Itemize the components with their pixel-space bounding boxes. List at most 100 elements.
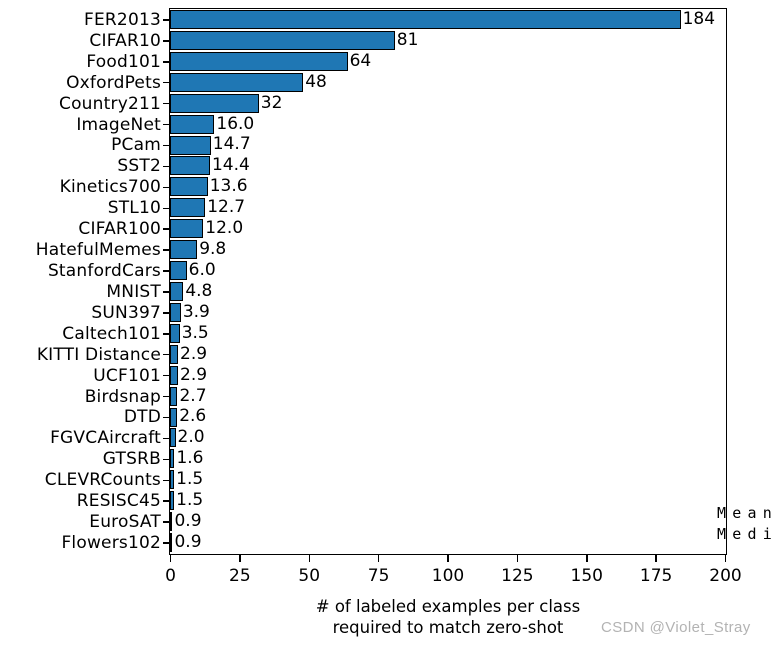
bar-value-label: 2.9 [180, 343, 208, 364]
x-axis-tick [724, 555, 727, 562]
bar [170, 240, 198, 260]
bar-value-label: 0.9 [174, 532, 202, 553]
bar [170, 449, 175, 469]
y-axis-tick-label: DTD [123, 407, 161, 428]
y-axis-tick [162, 395, 170, 398]
y-axis-tick-label: PCam [111, 135, 161, 156]
x-axis-tick-label: 150 [570, 566, 603, 586]
y-axis-tick [162, 249, 170, 251]
y-axis-tick [162, 479, 170, 482]
y-axis-tick-label: Flowers102 [61, 533, 161, 554]
x-axis-tick [655, 555, 657, 562]
y-axis-tick-label: OxfordPets [66, 72, 161, 93]
y-axis-tick-label: FER2013 [84, 9, 161, 30]
y-axis-tick [162, 61, 170, 63]
bar-value-label: 2.0 [177, 427, 205, 448]
y-axis-tick-label: STL10 [107, 198, 161, 219]
x-axis-tick [516, 555, 519, 562]
bar-value-label: 12.7 [207, 197, 246, 218]
y-axis-tick-label: SUN397 [91, 302, 161, 323]
y-axis-tick [162, 186, 170, 189]
y-axis-tick [162, 416, 170, 419]
y-axis-tick [162, 333, 170, 335]
watermark: CSDN @Violet_Stray [601, 619, 751, 636]
x-axis-tick [239, 555, 241, 562]
bar [170, 177, 208, 197]
y-axis-tick [162, 542, 170, 544]
bar-value-label: 16.0 [216, 113, 255, 134]
y-axis-tick-label: MNIST [106, 281, 161, 302]
bar-value-label: 184 [682, 8, 716, 29]
y-axis-tick-label: CIFAR100 [78, 219, 161, 240]
bar [170, 302, 181, 322]
bar [170, 428, 176, 448]
bar [170, 386, 178, 406]
y-axis-tick [162, 81, 170, 84]
y-axis-tick-label: ImageNet [76, 114, 161, 135]
bar-value-label: 0.9 [174, 511, 202, 532]
x-axis-label-line1: # of labeled examples per class [315, 597, 581, 616]
bar [170, 198, 206, 218]
y-axis-tick-label: CIFAR10 [89, 30, 161, 51]
y-axis-tick-label: KITTI Distance [36, 344, 161, 365]
bar [170, 323, 180, 343]
y-axis-tick [162, 312, 170, 314]
bar [170, 407, 178, 427]
y-axis-tick [162, 521, 170, 523]
y-axis-tick [162, 40, 170, 42]
y-axis-tick-label: GTSRB [102, 449, 161, 470]
y-axis-tick-label: EuroSAT [89, 512, 161, 533]
x-axis-label: # of labeled examples per class required… [170, 596, 726, 638]
bar [170, 9, 681, 29]
y-axis-tick [162, 19, 170, 21]
bar-value-label: 81 [396, 29, 419, 50]
x-axis-tick [447, 555, 449, 562]
bar [170, 512, 173, 532]
y-axis-tick [162, 102, 170, 105]
bar [170, 135, 211, 155]
bar-value-label: 14.4 [211, 155, 250, 176]
bar-value-label: 32 [260, 92, 283, 113]
y-axis-tick [162, 500, 170, 502]
y-axis-tick-label: CLEVRCounts [44, 470, 161, 491]
y-axis-tick [162, 123, 170, 126]
bar-value-label: 3.9 [182, 301, 210, 322]
y-axis-tick [162, 270, 170, 272]
y-axis-tick-label: Country211 [59, 93, 161, 114]
bar-value-label: 1.5 [176, 469, 204, 490]
plot-area: 184 81 64 48 32 16.0 14.7 14.4 13.6 12.7 12.0 9.8 6.… [169, 8, 778, 555]
x-axis-tick-label: 75 [367, 566, 390, 586]
bar [170, 114, 215, 134]
y-axis-tick-label: RESISC45 [76, 491, 161, 512]
y-axis-tick-label: UCF101 [93, 365, 161, 386]
bar-value-label: 13.6 [209, 176, 248, 197]
y-axis-tick [162, 207, 170, 210]
bar-value-label: 3.5 [181, 322, 209, 343]
bar-value-label: 2.9 [180, 364, 208, 385]
x-axis-tick-label: 125 [501, 566, 534, 586]
x-axis-tick [169, 555, 172, 562]
y-axis-tick [162, 144, 170, 147]
y-axis-tick-label: Food101 [86, 51, 161, 72]
bar [170, 491, 175, 511]
y-axis-tick [162, 353, 170, 356]
bar-value-label: 4.8 [185, 280, 213, 301]
bar-value-label: 48 [305, 71, 327, 92]
y-axis-tick [162, 458, 170, 461]
bar-value-label: 1.5 [176, 490, 204, 511]
y-axis-tick-label: Kinetics700 [59, 177, 161, 198]
bar-value-label: 2.6 [179, 406, 207, 427]
y-axis-tick-label: Caltech101 [62, 323, 161, 344]
mean-label: Mean: 20.8 [717, 504, 778, 522]
x-axis-tick [586, 555, 588, 562]
bar-value-label: 9.8 [199, 239, 227, 260]
x-axis-tick-label: 100 [431, 566, 465, 586]
stats-annotation: Mean: 20.8 Median: 5.4 [717, 503, 778, 544]
x-axis-tick-label: 175 [639, 566, 673, 586]
bar-value-label: 64 [349, 50, 372, 71]
bar [170, 344, 179, 364]
bar [170, 365, 179, 385]
y-axis-tick-label: Birdsnap [84, 386, 161, 407]
x-axis-tick-label: 0 [165, 566, 176, 586]
